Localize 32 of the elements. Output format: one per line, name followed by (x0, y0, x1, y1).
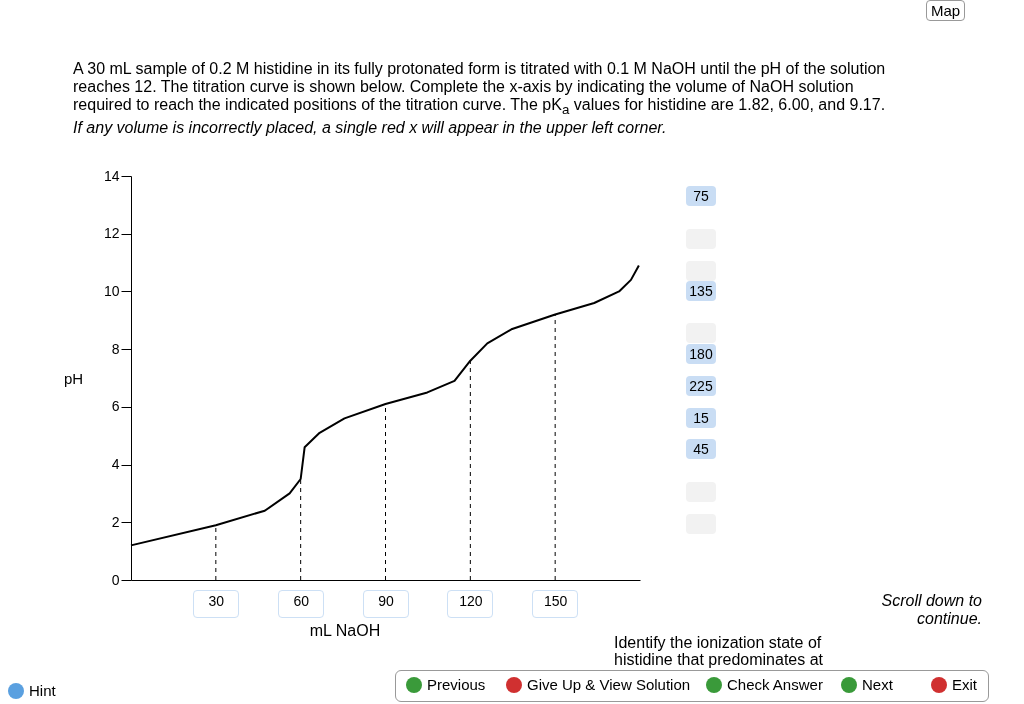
text: Map (926, 0, 966, 21)
y-tick-label: 10 (103, 282, 120, 299)
x-tick-label: 60 (293, 592, 310, 609)
text: Hint (29, 682, 56, 699)
y-tick-label: 0 (111, 571, 120, 588)
y-axis-title: pH (63, 369, 84, 387)
y-tick-label: 12 (103, 225, 120, 242)
x-tick-label: 30 (208, 592, 225, 609)
text: Give Up & View Solution (527, 676, 691, 693)
text: Scroll down to continue. (880, 592, 982, 628)
x-tick-label: 150 (543, 592, 568, 609)
x-axis-title: mL NaOH (308, 622, 382, 640)
text: 180 (686, 344, 716, 364)
y-tick-label: 2 (111, 513, 120, 530)
text: Previous (427, 676, 486, 693)
text: 225 (686, 376, 716, 396)
text: Next (862, 676, 893, 693)
text: Identify the ionization state of histidine that predominates at (614, 634, 824, 668)
y-tick-label: 4 (111, 456, 120, 473)
text: 135 (686, 281, 716, 301)
chart-subtitle: If any volume is incorrectly placed, a single red x will appear in the upper left corner. (73, 119, 668, 138)
x-tick-label: 90 (378, 592, 394, 609)
chart-title: A 30 mL sample of 0.2 M histidine in its fully protonated form is titrated with 0.1 M NaOH until the pH of the solution reaches 12. The titration curve is shown below. Complete the x-axis by indicating the volume of NaOH solution required to reach the indicated positions of the titration curve. The pK$_{a}$ values for histidine are 1.82, 6.00, and 9.17. (73, 60, 887, 120)
y-tick-label: 8 (111, 340, 120, 357)
text: 45 (686, 439, 716, 459)
text: Check Answer (727, 676, 823, 693)
text: 15 (686, 408, 716, 428)
y-tick-label: 14 (103, 167, 120, 184)
text: 75 (686, 186, 716, 206)
text: Exit (952, 676, 978, 693)
x-tick-label: 120 (459, 592, 483, 609)
y-tick-label: 6 (111, 398, 120, 415)
